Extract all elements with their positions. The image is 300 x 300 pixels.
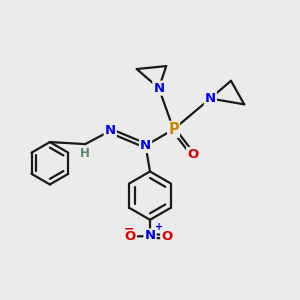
Text: +: + (155, 222, 163, 232)
Text: N: N (140, 139, 151, 152)
Text: N: N (153, 82, 164, 95)
Text: O: O (124, 230, 136, 243)
Text: N: N (144, 230, 156, 242)
Text: −: − (124, 222, 134, 235)
Text: O: O (161, 230, 172, 243)
Text: H: H (80, 147, 90, 160)
Text: N: N (105, 124, 116, 137)
Text: P: P (168, 122, 179, 137)
Text: O: O (187, 148, 198, 161)
Text: N: N (205, 92, 216, 105)
